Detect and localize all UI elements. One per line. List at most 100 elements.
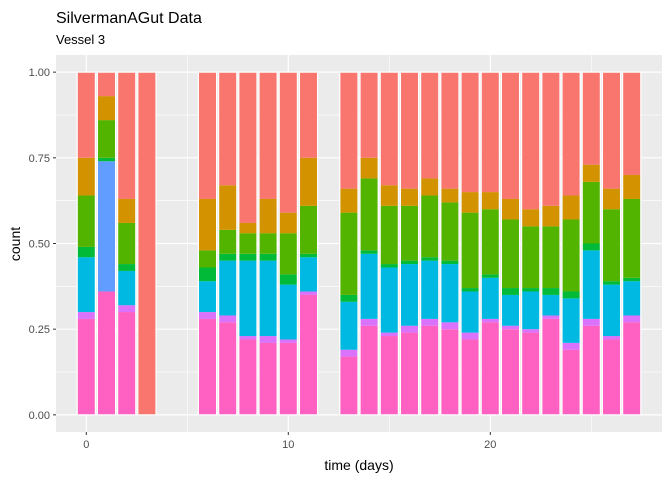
bar-segment-salmon	[97, 72, 116, 97]
bar-segment-magenta	[77, 312, 96, 319]
bar-segment-green	[541, 288, 560, 295]
bar-segment-magenta	[420, 318, 439, 326]
bar-segment-pink	[622, 322, 641, 415]
bar-segment-pink	[501, 329, 520, 415]
bar-segment-olive	[198, 250, 217, 268]
bar-segment-green	[117, 264, 136, 271]
bar-segment-salmon	[562, 72, 581, 196]
bar-segment-gold	[420, 178, 439, 196]
y-tick-label: 0.50	[29, 239, 50, 251]
bar-segment-cyan	[279, 284, 298, 340]
bar-segment-pink	[400, 332, 419, 415]
bar-segment-pink	[420, 325, 439, 415]
bar-outline	[541, 71, 561, 416]
bar-segment-green	[440, 260, 459, 265]
bar-segment-gold	[198, 198, 217, 251]
bar-segment-cyan	[481, 277, 500, 319]
bar-segment-green	[360, 250, 379, 254]
bar-segment-olive	[541, 226, 560, 289]
bar-14	[359, 71, 379, 416]
bar-segment-pink	[461, 339, 480, 415]
bar-outline	[581, 71, 601, 416]
bar-segment-green	[339, 294, 358, 302]
bar-segment-cyan	[299, 257, 318, 292]
bar-segment-salmon	[137, 72, 156, 415]
bar-segment-blue	[97, 161, 116, 292]
bar-segment-magenta	[622, 315, 641, 323]
bar-segment-salmon	[218, 72, 237, 186]
bar-3	[137, 71, 157, 416]
bar-17	[420, 71, 440, 416]
bar-segment-pink	[541, 318, 560, 415]
bar-segment-pink	[198, 318, 217, 415]
bar-segment-gold	[77, 157, 96, 196]
bar-outline	[298, 71, 319, 416]
x-axis: 0 10 20	[83, 432, 496, 451]
bar-segment-salmon	[440, 72, 459, 189]
bar-segment-gold	[562, 195, 581, 220]
bar-segment-green	[238, 253, 257, 261]
y-axis-title: count	[7, 227, 23, 261]
bar-segment-olive	[380, 205, 399, 265]
bar-segment-olive	[602, 209, 621, 282]
bar-2	[117, 71, 137, 416]
bar-segment-gold	[481, 192, 500, 210]
bar-segment-pink	[521, 332, 540, 415]
bar-segment-pink	[259, 342, 278, 415]
bar-segment-gold	[440, 188, 459, 203]
bar-25	[581, 71, 601, 416]
y-tick-label: 0.00	[29, 410, 50, 422]
bar-segment-salmon	[501, 72, 520, 199]
bar-outline	[440, 71, 460, 416]
bar-outline	[339, 71, 359, 416]
bar-segment-magenta	[218, 315, 237, 323]
bar-outline	[420, 71, 440, 416]
bar-segment-pink	[299, 294, 318, 415]
bar-outline	[96, 71, 117, 416]
bar-segment-salmon	[238, 72, 257, 223]
bar-segment-olive	[440, 202, 459, 261]
bar-segment-pink	[339, 356, 358, 415]
bar-segment-pink	[481, 322, 500, 415]
bar-segment-cyan	[77, 257, 96, 313]
bar-segment-gold	[238, 222, 257, 234]
bar-segment-green	[198, 267, 217, 282]
bar-outline	[117, 71, 137, 416]
bar-segment-cyan	[198, 281, 217, 313]
bar-segment-salmon	[400, 72, 419, 189]
bar-segment-magenta	[521, 329, 540, 333]
bar-segment-green	[259, 253, 278, 261]
bar-segment-gold	[521, 209, 540, 227]
bar-segment-gold	[218, 185, 237, 230]
bar-6	[197, 71, 218, 416]
bar-segment-magenta	[380, 332, 399, 337]
bar-segment-olive	[299, 205, 318, 254]
bar-segment-salmon	[339, 72, 358, 189]
bar-outline	[622, 71, 642, 416]
bar-segment-olive	[259, 233, 278, 254]
bar-segment-magenta	[461, 332, 480, 340]
bar-segment-pink	[218, 322, 237, 415]
bar-segment-salmon	[360, 72, 379, 158]
bar-segment-salmon	[259, 72, 278, 199]
bar-segment-pink	[360, 325, 379, 415]
bar-segment-olive	[218, 229, 237, 254]
bar-segment-gold	[299, 157, 318, 206]
bar-outline	[460, 71, 480, 416]
bar-segment-magenta	[238, 336, 257, 340]
chart-subtitle: Vessel 3	[56, 32, 105, 47]
x-tick-label: 10	[282, 439, 294, 451]
bar-segment-cyan	[339, 301, 358, 350]
bar-segment-gold	[501, 198, 520, 220]
bar-segment-olive	[117, 222, 136, 265]
bar-segment-pink	[279, 342, 298, 415]
bar-segment-green	[602, 281, 621, 285]
bar-7	[218, 71, 238, 416]
bar-segment-magenta	[501, 325, 520, 330]
bar-1	[96, 71, 117, 416]
bar-outline	[76, 71, 96, 416]
bar-segment-pink	[77, 318, 96, 415]
bar-segment-pink	[380, 336, 399, 415]
bar-segment-olive	[582, 181, 601, 244]
